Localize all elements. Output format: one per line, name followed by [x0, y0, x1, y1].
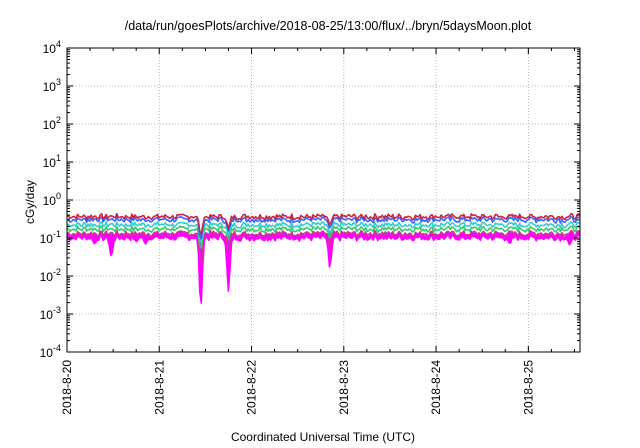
y-tick-label: 103 [43, 77, 61, 94]
y-tick-label: 100 [43, 191, 61, 208]
series-line [66, 234, 581, 304]
grid [67, 48, 580, 352]
y-tick-label: 101 [43, 153, 61, 170]
x-axis-label: Coordinated Universal Time (UTC) [231, 430, 415, 444]
y-tick-label: 104 [43, 39, 61, 56]
y-tick-label: 10-4 [40, 343, 61, 360]
series-line [66, 216, 580, 240]
y-tick-label: 10-3 [40, 305, 61, 322]
series-group [66, 212, 581, 304]
x-tick-label: 2018-8-20 [60, 360, 74, 415]
series-line [66, 212, 581, 235]
y-tick-label: 102 [43, 115, 61, 132]
axes: 10-4 10-3 10-2 10-1 100 101 102 103 104 2018-8-20… [40, 39, 581, 415]
x-tick-label: 2018-8-21 [152, 360, 166, 415]
x-tick-label: 2018-8-24 [429, 360, 443, 415]
series-line [66, 229, 581, 264]
series-line [66, 225, 581, 249]
series-line [67, 221, 581, 244]
x-tick-label: 2018-8-25 [521, 360, 535, 415]
y-axis-label: cGy/day [23, 180, 37, 224]
x-tick-label: 2018-8-23 [337, 360, 351, 415]
y-tick-label: 10-1 [40, 229, 61, 246]
x-tick-label: 2018-8-22 [245, 360, 259, 415]
plot-frame [66, 47, 581, 353]
chart-title: /data/run/goesPlots/archive/2018-08-25/1… [125, 19, 532, 33]
y-tick-label: 10-2 [40, 267, 61, 284]
